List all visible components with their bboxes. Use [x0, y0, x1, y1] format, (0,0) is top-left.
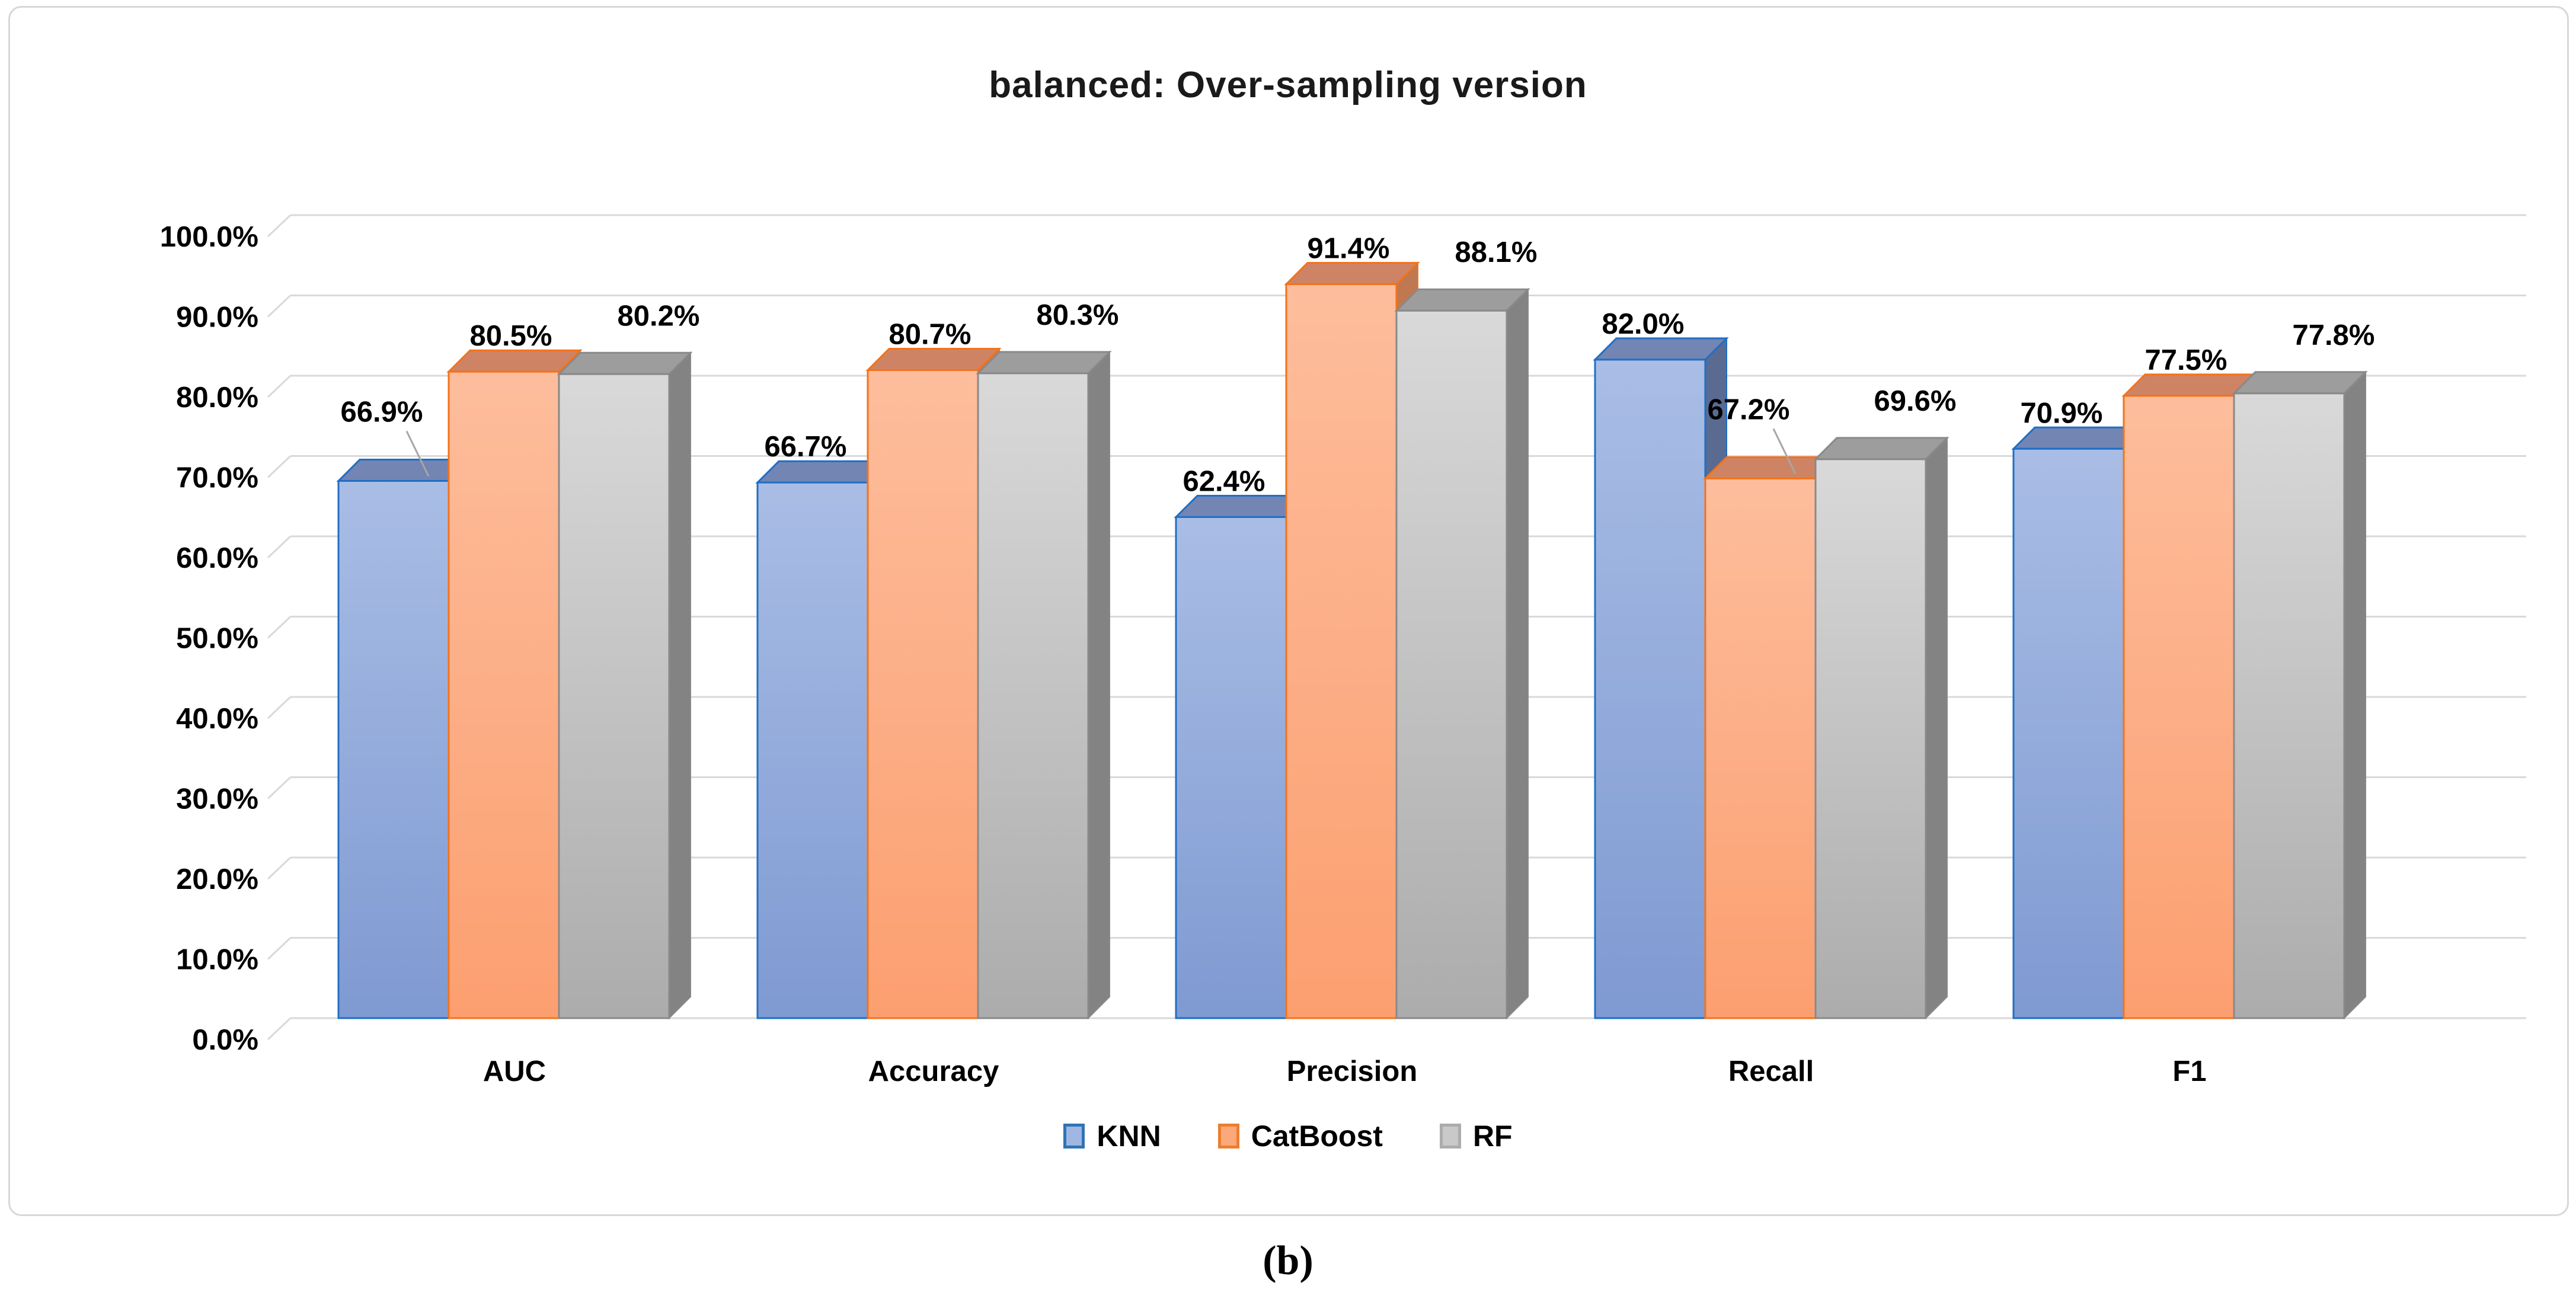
legend-label-catboost: CatBoost [1251, 1119, 1383, 1153]
bar-front-face [756, 481, 869, 1019]
category-label-F1: F1 [2172, 1055, 2206, 1087]
y-tick-label: 80.0% [176, 382, 258, 414]
bar-top-face [446, 349, 583, 373]
bar-RF-Recall [1813, 436, 1949, 1020]
category-label-Accuracy: Accuracy [868, 1055, 999, 1087]
y-tick-label: 10.0% [176, 944, 258, 976]
data-label-KNN-F1: 70.9% [2021, 397, 2103, 429]
y-tick-label: 30.0% [176, 783, 258, 815]
bar-top-face [557, 351, 693, 375]
chart-legend: KNN CatBoost RF [0, 1119, 2576, 1153]
gridline-connector [267, 375, 292, 398]
data-label-KNN-Precision: 62.4% [1183, 465, 1265, 497]
figure-caption: (b) [1263, 1238, 1313, 1284]
data-label-KNN-AUC: 66.9% [341, 396, 423, 428]
gridline-connector [267, 1017, 292, 1041]
y-tick-label: 0.0% [192, 1024, 258, 1056]
data-label-CatBoost-Precision: 91.4% [1308, 233, 1390, 265]
category-label-AUC: AUC [483, 1055, 546, 1087]
bar-top-face [1284, 262, 1420, 286]
data-label-CatBoost-Recall: 67.2% [1708, 394, 1790, 426]
gridline-connector [267, 856, 292, 880]
bar-top-face [976, 351, 1112, 375]
bar-RF-F1 [2232, 370, 2368, 1020]
bar-front-face [2012, 447, 2125, 1019]
gridline-connector [267, 616, 292, 639]
bar-top-face [1813, 437, 1949, 460]
y-tick-label: 40.0% [176, 703, 258, 735]
y-tick-label: 20.0% [176, 863, 258, 895]
gridline-connector [267, 214, 292, 238]
gridline-connector [267, 937, 292, 960]
bar-front-face [977, 372, 1089, 1019]
legend-item-catboost: CatBoost [1217, 1119, 1383, 1153]
legend-swatch-knn [1063, 1124, 1085, 1149]
label-leader-line [1772, 428, 1797, 475]
data-label-CatBoost-Accuracy: 80.7% [889, 319, 971, 351]
bar-RF-AUC [557, 351, 693, 1020]
legend-label-rf: RF [1472, 1119, 1513, 1153]
bar-front-face [2233, 392, 2345, 1019]
legend-label-knn: KNN [1097, 1119, 1161, 1153]
data-label-RF-AUC: 80.2% [618, 300, 700, 332]
bar-front-face [867, 369, 979, 1019]
bar-front-face [1704, 477, 1817, 1019]
category-label-Recall: Recall [1728, 1055, 1814, 1087]
bar-top-face [1593, 337, 1729, 361]
label-leader-line [405, 430, 430, 477]
bar-top-face [1394, 288, 1530, 312]
bar-top-face [2232, 371, 2368, 395]
data-label-RF-Precision: 88.1% [1455, 236, 1538, 268]
legend-item-rf: RF [1439, 1119, 1513, 1153]
legend-swatch-catboost [1217, 1124, 1239, 1149]
y-tick-label: 60.0% [176, 542, 258, 574]
bar-side-face [1506, 287, 1529, 1020]
data-label-CatBoost-AUC: 80.5% [470, 320, 552, 352]
legend-item-knn: KNN [1063, 1119, 1161, 1153]
category-label-Precision: Precision [1287, 1055, 1418, 1087]
bar-top-face [865, 348, 1002, 372]
bar-front-face [337, 480, 450, 1019]
bar-RF-Accuracy [976, 350, 1112, 1020]
bar-front-face [1594, 359, 1706, 1019]
bar-front-face [1814, 458, 1927, 1019]
bar-front-face [1285, 283, 1398, 1019]
gridline-connector [267, 535, 292, 559]
data-label-RF-Recall: 69.6% [1874, 385, 1957, 417]
gridline-connector [267, 455, 292, 478]
y-tick-label: 70.0% [176, 462, 258, 494]
bar-front-face [558, 373, 670, 1019]
bar-side-face [2344, 370, 2366, 1020]
data-label-CatBoost-F1: 77.5% [2145, 344, 2227, 376]
gridline-connector [267, 696, 292, 719]
bar-side-face [1088, 350, 1110, 1020]
y-tick-label: 90.0% [176, 302, 258, 334]
bar-RF-Precision [1394, 287, 1530, 1020]
data-label-RF-Accuracy: 80.3% [1037, 299, 1119, 331]
y-tick-label: 100.0% [160, 221, 258, 253]
data-label-KNN-Recall: 82.0% [1602, 308, 1685, 340]
data-label-RF-F1: 77.8% [2293, 319, 2375, 351]
gridline-connector [267, 295, 292, 318]
gridline-connector [267, 776, 292, 799]
bar-front-face [448, 370, 560, 1019]
legend-swatch-rf [1439, 1124, 1461, 1149]
bar-front-face [2123, 395, 2235, 1019]
bar-side-face [1925, 436, 1948, 1020]
bar-front-face [1175, 516, 1287, 1019]
chart-title: balanced: Over-sampling version [989, 65, 1587, 105]
bar-front-face [1395, 309, 1508, 1019]
y-tick-label: 50.0% [176, 623, 258, 655]
bar-side-face [669, 351, 691, 1020]
data-label-KNN-Accuracy: 66.7% [765, 431, 847, 463]
